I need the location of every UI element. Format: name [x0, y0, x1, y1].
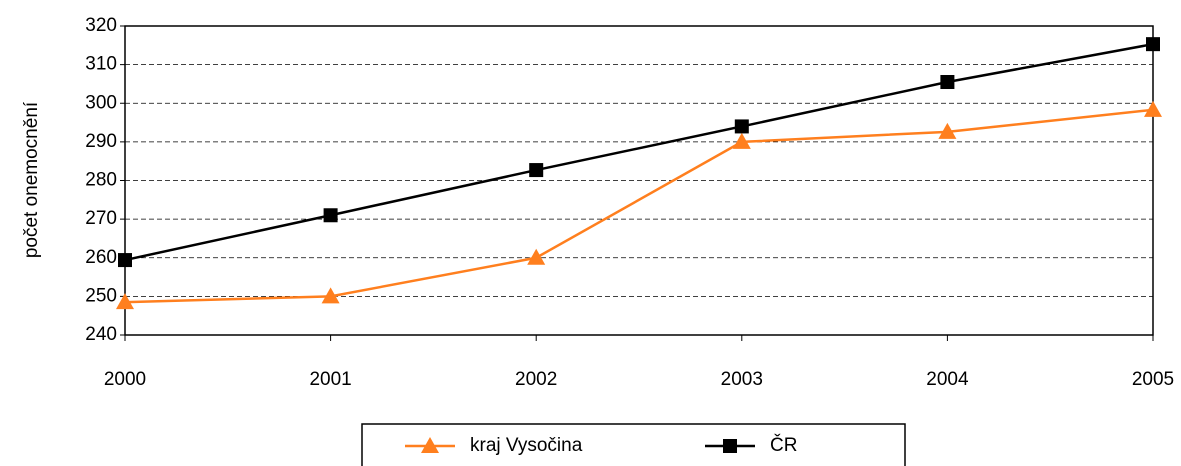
marker: [118, 253, 132, 268]
y-tick-label: 270: [85, 208, 117, 229]
y-tick-label: 320: [85, 15, 117, 36]
marker: [527, 248, 546, 265]
x-tick-label: 2001: [309, 369, 351, 390]
y-axis-label: počet onemocnění: [21, 101, 42, 258]
plot-area: [124, 25, 1154, 336]
marker: [723, 439, 737, 453]
legend-label: ČR: [770, 434, 797, 456]
y-tick-label: 240: [85, 324, 117, 345]
marker: [940, 75, 955, 90]
y-tick-label: 250: [85, 285, 117, 306]
marker: [321, 287, 340, 304]
y-tick-label: 260: [85, 247, 117, 268]
marker: [734, 119, 749, 134]
y-tick-label: 280: [85, 170, 117, 191]
series-line: [124, 108, 1154, 304]
marker: [1144, 100, 1162, 117]
legend-label: kraj Vysočina: [470, 435, 583, 456]
marker: [1146, 37, 1160, 52]
y-tick-label: 290: [85, 131, 117, 152]
marker: [938, 122, 957, 139]
x-tick-label: 2004: [926, 369, 969, 390]
x-tick-label: 2003: [721, 369, 763, 390]
x-tick-label: 2005: [1132, 369, 1174, 390]
marker: [323, 208, 338, 223]
marker: [116, 293, 134, 310]
y-tick-label: 310: [85, 54, 117, 75]
marker: [421, 437, 439, 453]
y-tick-label: 300: [85, 92, 117, 113]
x-tick-label: 2000: [104, 369, 146, 390]
legend: [361, 423, 906, 466]
x-tick-label: 2002: [515, 369, 557, 390]
marker: [732, 132, 751, 149]
series-line: [124, 42, 1154, 262]
marker: [529, 163, 544, 178]
